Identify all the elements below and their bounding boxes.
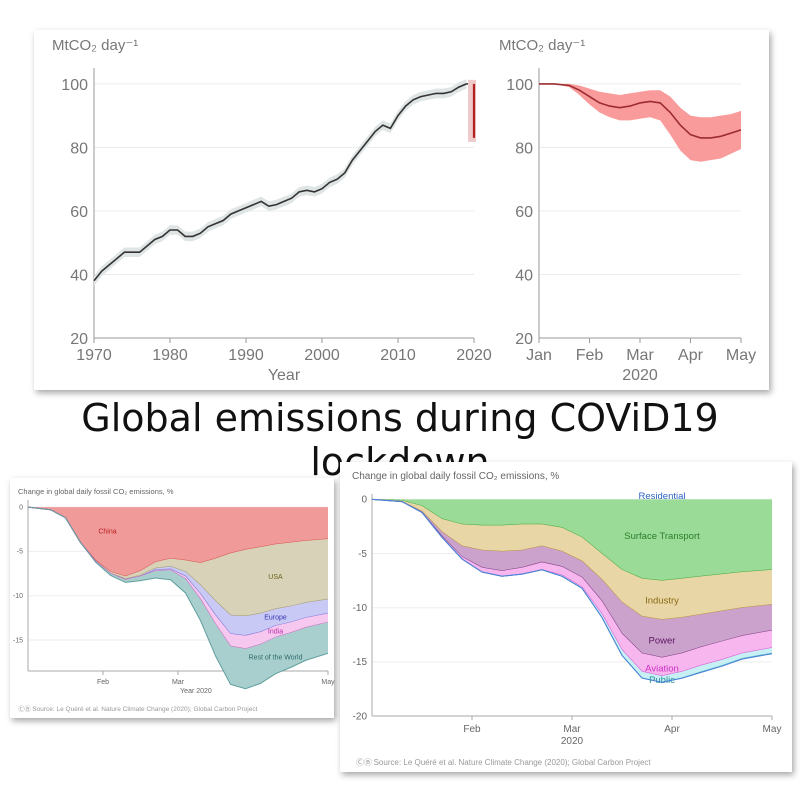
y-tick-label: 100 [506,77,533,94]
x-tick-label: May [321,679,335,686]
source-note: Source: Le Quéré et al. Nature Climate C… [374,758,652,767]
series-label: USA [268,574,283,581]
covid-2020-emissions-chart: MtCO₂ day⁻¹ 20 40 60 80 100 Jan Feb Mar Apr May 202… [499,37,756,384]
x-axis-label: 2020 [622,367,658,384]
x-tick-label: Feb [97,679,109,686]
area-industry [372,499,772,620]
x-tick-label: 2010 [380,347,416,364]
cc-icon: ⒸⒷ [356,758,372,767]
country-breakdown-chart: Change in global daily fossil CO₂ emissi… [13,487,335,713]
x-tick-label: 2020 [456,347,492,364]
series-label: Surface Transport [624,531,700,542]
area-europe [28,507,328,636]
cc-icon: ⒸⒷ [18,705,32,713]
y-tick-label: -10 [353,603,368,614]
y-tick-label: 40 [515,267,533,284]
x-tick-label: Feb [463,724,481,735]
y-tick-label: 60 [515,204,533,221]
country-breakdown-panel: Change in global daily fossil CO₂ emissi… [10,478,335,718]
y-tick-label: -15 [353,657,368,668]
x-axis-label: Year [268,367,301,384]
series-label: Power [649,636,676,647]
source-note: Source: Le Quéré et al. Nature Climate C… [32,706,257,713]
y-tick-label: -5 [17,549,23,556]
x-tick-label: Apr [664,724,680,735]
area-china [28,507,328,577]
page-title: Global emissions during COViD19 lockdown [81,396,719,484]
area-usa [28,507,328,617]
series-label: China [98,529,116,536]
y-tick-label: 100 [61,77,88,94]
x-tick-label: 1980 [152,347,188,364]
x-tick-label: May [726,347,756,364]
y-axis-label: MtCO₂ day⁻¹ [52,37,138,54]
x-tick-label: Apr [678,347,704,364]
emissions-line [539,83,742,139]
y-tick-label: 0 [19,504,23,511]
y-tick-label: 20 [515,331,533,348]
y-axis-label: MtCO₂ day⁻¹ [499,37,585,54]
x-tick-label: 1990 [228,347,264,364]
x-tick-label: Mar [626,347,654,364]
x-tick-label: Jan [526,347,552,364]
y-tick-label: 40 [70,267,88,284]
series-label: Industry [645,595,679,606]
area-edge [27,506,329,690]
x-tick-label: May [763,724,782,735]
x-tick-label: 1970 [76,347,112,364]
sector-breakdown-panel: Change in global daily fossil CO₂ emissi… [340,462,792,772]
y-tick-label: -20 [353,711,368,722]
series-label: Aviation [645,664,679,675]
chart-title: Change in global daily fossil CO₂ emissi… [352,471,559,482]
sector-breakdown-chart: Change in global daily fossil CO₂ emissi… [352,471,782,767]
y-tick-label: 20 [70,331,88,348]
area-surface-transport [372,499,772,581]
uncertainty-band [94,79,467,286]
series-label: India [268,628,283,635]
x-tick-label: Mar [172,679,185,686]
series-label: Rest of the World [249,655,303,662]
x-tick-label: Mar [563,724,581,735]
y-tick-label: -10 [13,593,23,600]
y-tick-label: -5 [358,549,367,560]
area-edge [371,498,773,683]
y-tick-label: -15 [13,637,23,644]
series-label: Residential [639,491,686,502]
y-tick-label: 80 [515,140,533,157]
x-tick-label: 2000 [304,347,340,364]
uncertainty-band [539,83,741,162]
historical-emissions-chart: MtCO₂ day⁻¹ 20 40 60 80 100 1970 1980 1990 2000 20… [52,37,492,384]
emissions-line [93,83,467,282]
y-tick-label: 0 [361,495,367,506]
series-label: Public [649,675,675,686]
series-label: Europe [264,615,287,622]
y-tick-label: 60 [70,204,88,221]
chart-title: Change in global daily fossil CO₂ emissi… [18,487,174,496]
x-tick-label: Feb [576,347,604,364]
drop-band [468,79,476,142]
top-charts-panel: MtCO₂ day⁻¹ 20 40 60 80 100 1970 1980 1990 2000 20… [34,30,769,390]
x-axis-label: Year 2020 [180,688,212,695]
x-axis-label: 2020 [561,736,584,747]
y-tick-label: 80 [70,140,88,157]
